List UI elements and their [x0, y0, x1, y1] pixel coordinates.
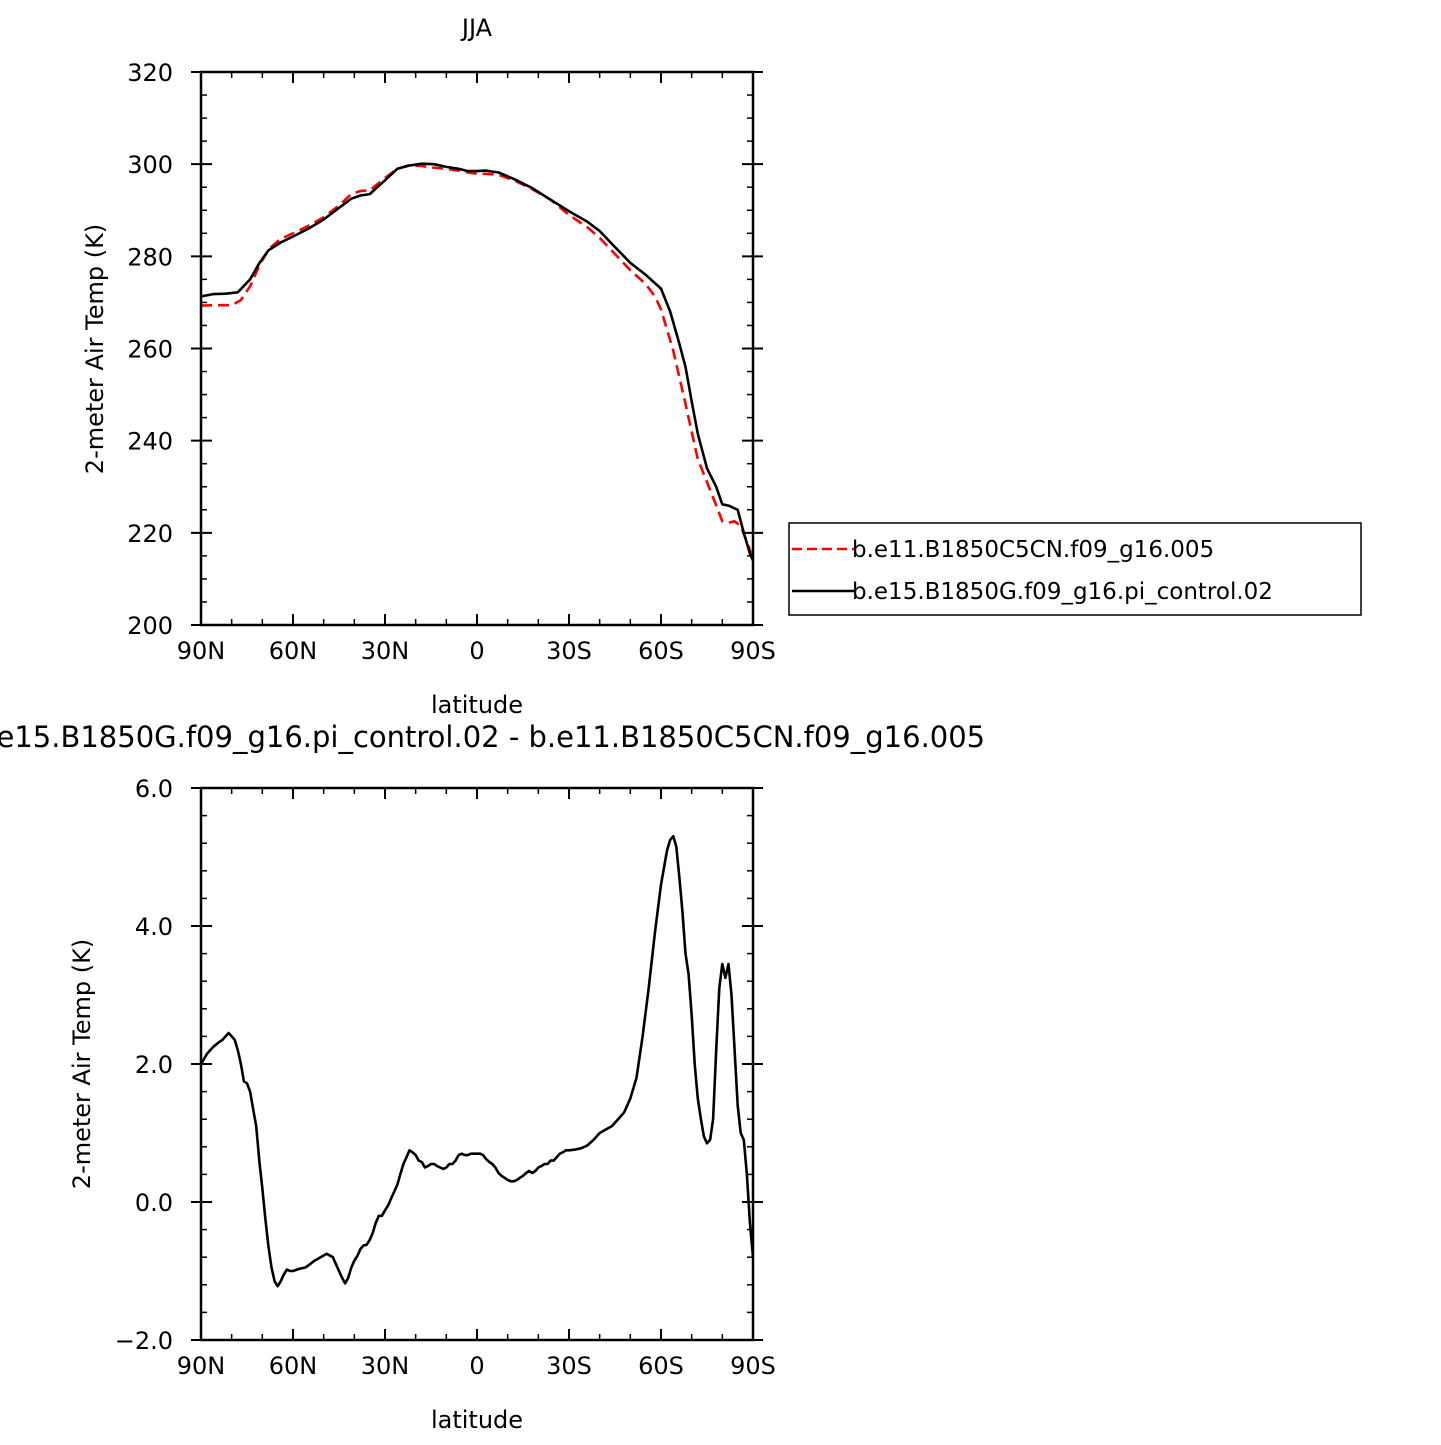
top-panel-y-tick-label: 280	[127, 243, 173, 271]
bottom-panel-x-tick-label: 60S	[638, 1352, 684, 1380]
legend: b.e11.B1850C5CN.f09_g16.005 b.e15.B1850G…	[788, 522, 1362, 616]
bottom-panel-x-tick-label: 0	[469, 1352, 484, 1380]
top-panel-y-tick-label: 200	[127, 612, 173, 640]
bottom-panel-y-tick-label: 2.0	[135, 1051, 173, 1079]
bottom-panel-x-tick-label: 90S	[730, 1352, 776, 1380]
top-panel-x-tick-label: 0	[469, 637, 484, 665]
top-panel-x-tick-label: 90S	[730, 637, 776, 665]
bottom-panel-x-tick-label: 30S	[546, 1352, 592, 1380]
top-panel-y-tick-label: 320	[127, 59, 173, 87]
top-panel-series-line-1	[200, 163, 755, 559]
bottom-panel-series-line-1	[199, 835, 755, 1288]
bottom-panel-title: b.e15.B1850G.f09_g16.pi_control.02 - b.e…	[0, 720, 985, 754]
top-panel-series	[200, 162, 755, 562]
top-panel-x-tick-label: 60S	[638, 637, 684, 665]
top-panel-y-tick-label: 220	[127, 520, 173, 548]
bottom-panel-y-tick-label: −2.0	[115, 1327, 173, 1355]
bottom-panel-y-tick-label: 0.0	[135, 1189, 173, 1217]
bottom-panel-x-tick-label: 60N	[269, 1352, 318, 1380]
top-panel-y-tick-label: 260	[127, 336, 173, 364]
top-panel-x-tick-label: 30S	[546, 637, 592, 665]
bottom-panel-ticks: 90N 60N 30N 0 30S 60S 90S −2.0 0.0 2.0 4.0 6.0	[115, 775, 776, 1380]
bottom-panel-frame	[199, 786, 755, 1342]
top-panel-ticks: 90N 60N 30N 0 30S 60S 90S 200 220 240 260 280 300 320	[127, 59, 776, 665]
bottom-panel-y-tick-label: 6.0	[135, 775, 173, 803]
top-panel-x-tick-label: 90N	[177, 637, 226, 665]
top-panel-frame	[199, 70, 755, 627]
top-panel-y-axis-label: 2-meter Air Temp (K)	[81, 224, 109, 474]
bottom-panel-x-tick-label: 30N	[361, 1352, 410, 1380]
top-panel-x-tick-label: 60N	[269, 637, 318, 665]
top-panel-x-axis-label: latitude	[431, 691, 523, 719]
top-panel-y-tick-label: 240	[127, 428, 173, 456]
top-panel-series-line-2	[200, 162, 755, 562]
top-panel-y-tick-label: 300	[127, 151, 173, 179]
legend-label-series-1: b.e11.B1850C5CN.f09_g16.005	[852, 537, 1214, 563]
bottom-panel-series	[199, 835, 755, 1288]
legend-box	[788, 522, 1362, 616]
legend-label-series-2: b.e15.B1850G.f09_g16.pi_control.02	[852, 579, 1273, 605]
top-panel-x-tick-label: 30N	[361, 637, 410, 665]
bottom-panel-x-axis-label: latitude	[431, 1406, 523, 1434]
bottom-panel: b.e15.B1850G.f09_g16.pi_control.02 - b.e…	[0, 720, 985, 1434]
bottom-panel-y-tick-label: 4.0	[135, 913, 173, 941]
bottom-panel-y-axis-label: 2-meter Air Temp (K)	[68, 939, 96, 1189]
top-panel: JJA 2-meter Air Temp (K) latitude 90N 60N…	[81, 14, 1362, 719]
top-panel-title: JJA	[460, 14, 493, 42]
bottom-panel-x-tick-label: 90N	[177, 1352, 226, 1380]
